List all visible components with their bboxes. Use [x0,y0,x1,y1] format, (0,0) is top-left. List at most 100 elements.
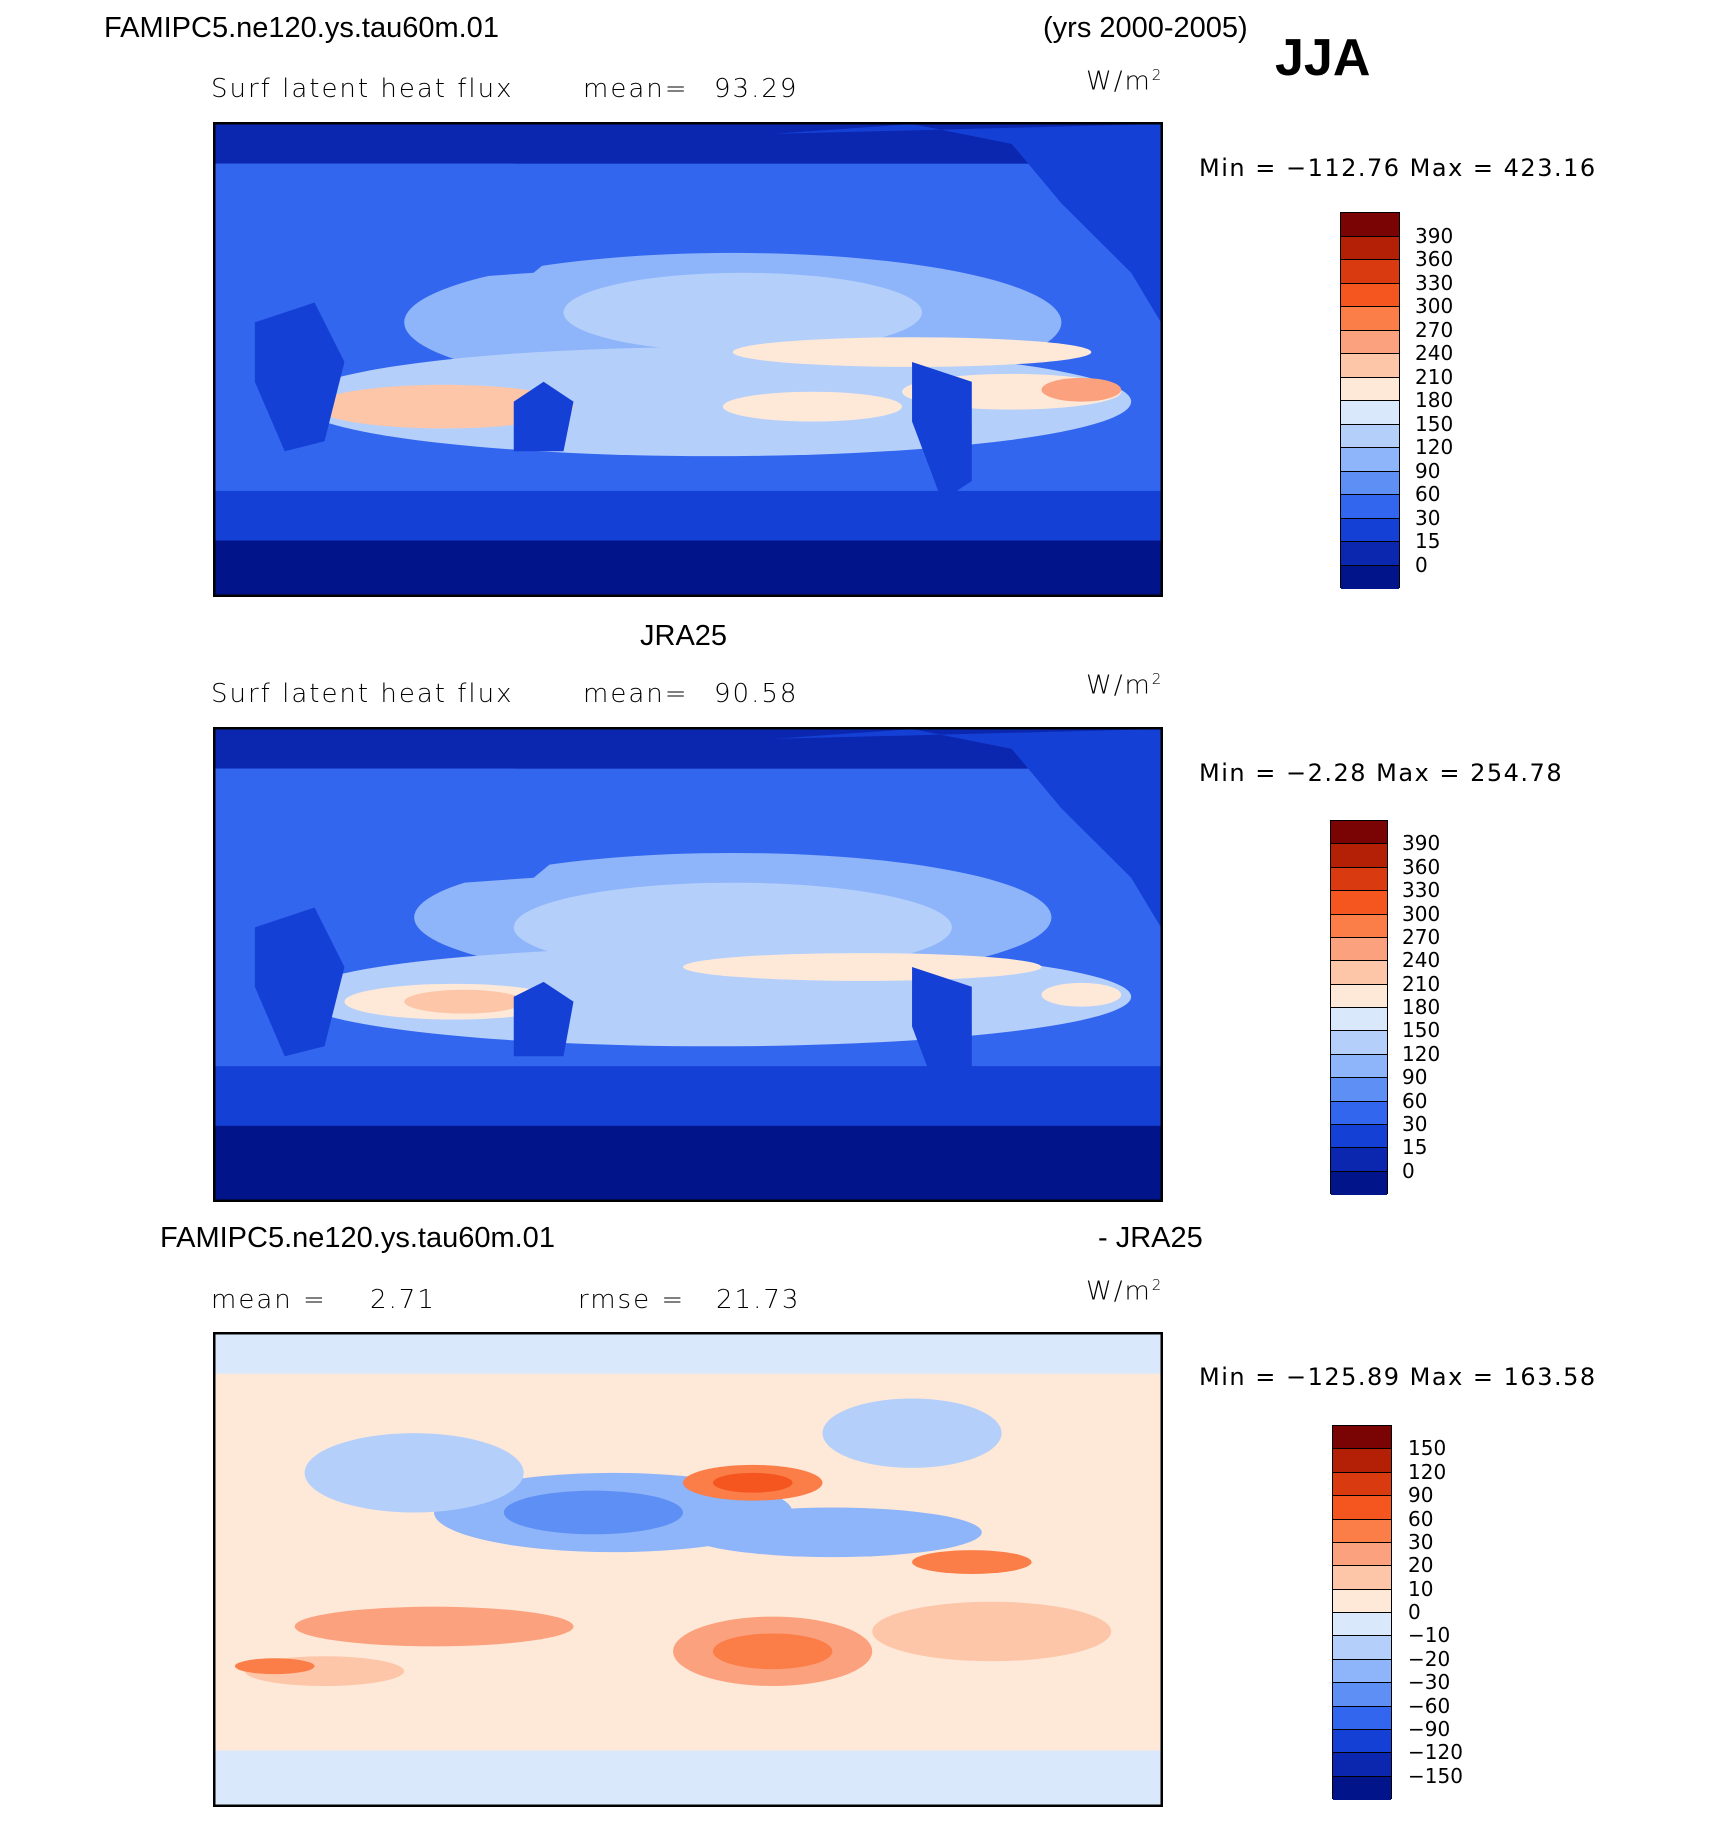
colorbar-tick-label: 240 [1402,948,1441,973]
colorbar-tick-label: 0 [1408,1600,1421,1624]
colorbar-swatch [1331,1124,1387,1149]
colorbar-tick-label: −120 [1408,1740,1463,1765]
colorbar-swatch [1331,1054,1387,1079]
min-max-label: Min = −112.76 Max = 423.16 [1199,154,1597,182]
colorbar-swatch [1333,1449,1391,1473]
colorbar-tick-label: 20 [1408,1553,1434,1578]
variable-label: Surf latent heat flux [211,679,514,709]
colorbar-tick-label: 10 [1408,1576,1434,1601]
colorbar-tick-label: 390 [1402,831,1441,856]
colorbar-swatch [1331,1148,1387,1172]
colorbar-tick-label: 150 [1415,411,1454,436]
colorbar-swatch [1331,1008,1387,1032]
colorbar-tick-label: 120 [1408,1459,1447,1484]
contour-map [215,124,1161,595]
obs-title: JRA25 [640,620,728,652]
colorbar-swatch [1331,984,1387,1008]
diff-title-right: - JRA25 [1098,1222,1203,1254]
colorbar-swatch [1341,471,1399,495]
colorbar-tick-label: 300 [1415,294,1454,318]
colorbar-swatch [1331,867,1387,892]
colorbar-swatch [1341,518,1399,542]
colorbar-tick-label: 180 [1415,388,1454,412]
colorbar-tick-label: 270 [1402,924,1441,949]
colorbar-tick-label: 15 [1402,1135,1428,1160]
colorbar-swatch [1341,424,1399,448]
mean-value: 90.58 [714,679,799,709]
colorbar-swatch [1333,1542,1391,1567]
colorbar-tick-label: 360 [1402,854,1441,879]
colorbar-swatch [1341,448,1399,472]
colorbar-swatch [1331,1101,1387,1125]
variable-label: Surf latent heat flux [211,74,514,104]
colorbar-tick-label: 240 [1415,341,1454,365]
colorbar-tick-label: 60 [1415,482,1441,506]
colorbar-tick-label: 0 [1402,1158,1415,1183]
colorbar-swatch [1333,1636,1391,1660]
colorbar-tick-label: 300 [1402,901,1441,926]
colorbar-swatch [1331,821,1387,845]
colorbar-swatch [1331,1078,1387,1102]
colorbar-swatch [1341,236,1399,260]
colorbar-tick-label: 180 [1402,995,1441,1019]
rmse-value: 21.73 [716,1285,801,1315]
colorbar-swatch [1331,1031,1387,1055]
colorbar-swatch [1333,1496,1391,1520]
colorbar-swatch [1333,1519,1391,1543]
colorbar-swatch [1341,307,1399,331]
diff-title-left: FAMIPC5.ne120.ys.tau60m.01 [160,1222,555,1254]
colorbar-swatch [1333,1659,1391,1684]
colorbar-tick-label: 120 [1415,435,1454,459]
min-max-label: Min = −2.28 Max = 254.78 [1199,759,1564,787]
mean-value: 93.29 [714,74,799,104]
rmse-label: rmse = [578,1285,686,1315]
colorbar-swatch [1341,213,1399,237]
colorbar-tick-label: 60 [1408,1506,1434,1531]
colorbar-swatch [1333,1566,1391,1590]
mean-value: 2.71 [370,1285,436,1315]
colorbar-tick-label: 390 [1415,223,1454,248]
contour-map [215,1334,1161,1805]
colorbar-swatch [1341,377,1399,401]
case-name: FAMIPC5.ne120.ys.tau60m.01 [104,12,499,44]
mean-label: mean= [583,679,689,709]
colorbar-tick-label: 30 [1408,1529,1434,1554]
colorbar-tick-label: 15 [1415,529,1441,553]
units-label: W/m2 [1086,66,1164,97]
colorbar-swatch [1333,1729,1391,1754]
colorbar-swatch [1331,891,1387,915]
colorbar-swatch [1331,961,1387,985]
colorbar-tick-label: 150 [1402,1018,1441,1043]
units-label: W/m2 [1086,670,1164,701]
colorbar-tick-label: 210 [1415,364,1454,389]
colorbar-tick-label: 210 [1402,971,1441,996]
colorbar-swatch [1333,1683,1391,1707]
colorbar-swatch [1333,1613,1391,1637]
colorbar-tick-label: 30 [1415,505,1441,530]
colorbar-tick-label: 0 [1415,552,1428,577]
years-label: (yrs 2000-2005) [1043,12,1248,44]
colorbar-swatch [1341,354,1399,378]
colorbar-swatches [1330,820,1388,1195]
colorbar-tick-label: −60 [1408,1693,1451,1718]
mean-label: mean= [583,74,689,104]
colorbar-swatch [1333,1706,1391,1730]
colorbar-swatch [1341,542,1399,566]
colorbar-swatch [1331,914,1387,938]
colorbar-swatch [1341,283,1399,307]
colorbar-tick-label: 90 [1408,1483,1434,1508]
colorbar-tick-label: 360 [1415,247,1454,271]
colorbar-swatch [1341,401,1399,425]
map-panel-obs [213,727,1163,1202]
colorbar-tick-label: 150 [1408,1436,1447,1461]
colorbar-swatch [1341,330,1399,354]
colorbar-tick-label: −150 [1408,1763,1463,1788]
map-panel-model [213,122,1163,597]
colorbar-swatch [1341,565,1399,589]
colorbar-swatch [1333,1426,1391,1450]
colorbar-tick-label: 330 [1415,270,1454,295]
colorbar-swatch [1333,1589,1391,1613]
colorbar-swatches [1340,212,1400,589]
colorbar-tick-label: −30 [1408,1670,1451,1695]
colorbar-swatch [1333,1776,1391,1800]
